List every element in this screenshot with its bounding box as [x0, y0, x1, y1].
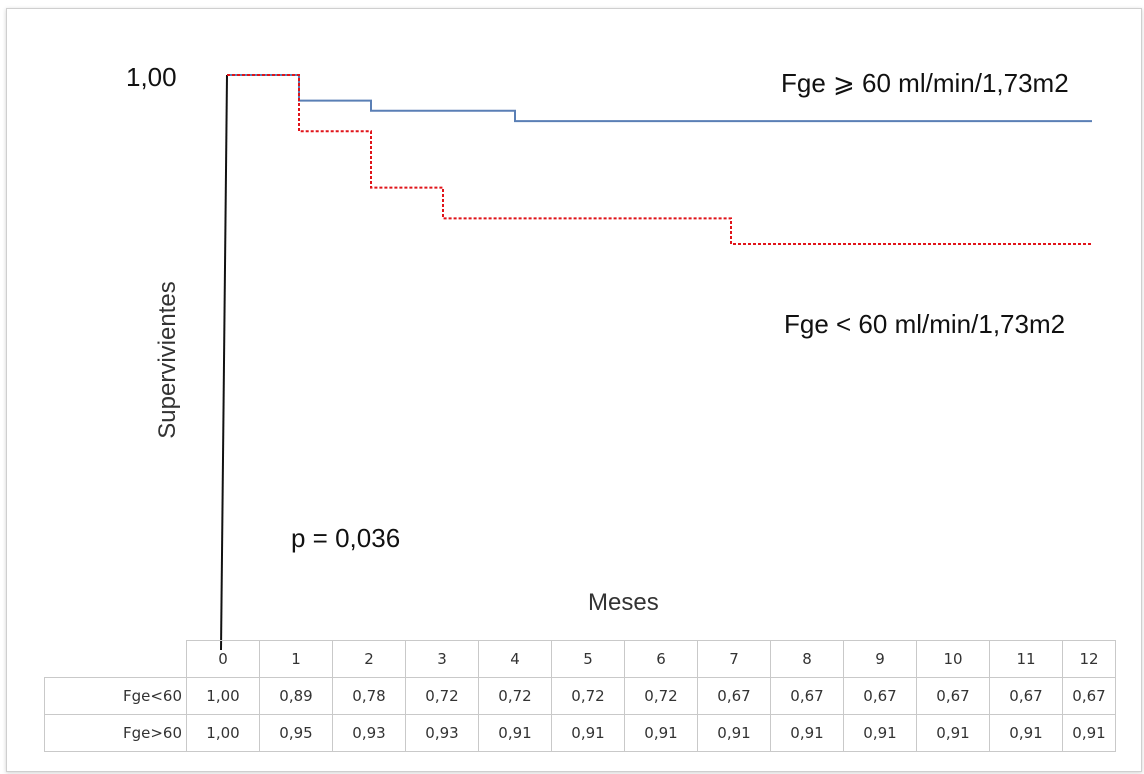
- table-header-row: 0 1 2 3 4 5 6 7 8 9 10 11 12: [45, 640, 1116, 678]
- table-header-cell: 11: [989, 640, 1063, 678]
- table-header-cell: 2: [332, 640, 406, 678]
- table-header-cell: 9: [843, 640, 917, 678]
- table-cell: 0,78: [332, 677, 406, 715]
- table-header-cell: 4: [478, 640, 552, 678]
- table-cell: 0,91: [551, 714, 625, 752]
- table-cell: 0,91: [843, 714, 917, 752]
- series-label-fge-lt-60: Fge < 60 ml/min/1,73m2: [784, 309, 1066, 339]
- table-cell: 0,91: [697, 714, 771, 752]
- table-cell: 0,67: [770, 677, 844, 715]
- table-cell: 0,91: [916, 714, 990, 752]
- table-cell: 0,67: [1062, 677, 1116, 715]
- table-header-cell: 6: [624, 640, 698, 678]
- table-header-cell: 0: [186, 640, 260, 678]
- table-cell: 0,91: [624, 714, 698, 752]
- table-cell: 0,72: [624, 677, 698, 715]
- table-header-cell: 12: [1062, 640, 1116, 678]
- table-header-cell: 1: [259, 640, 333, 678]
- table-cell: 0,91: [478, 714, 552, 752]
- x-axis-label: Meses: [588, 589, 659, 616]
- table-header-cell: 3: [405, 640, 479, 678]
- table-cell: 1,00: [186, 677, 260, 715]
- table-cell: 0,91: [1062, 714, 1116, 752]
- table-cell: 0,91: [989, 714, 1063, 752]
- table-row-label: Fge>60: [44, 714, 187, 752]
- y-tick-label: 1,00: [126, 62, 177, 92]
- series-label-fge-ge-60: Fge ⩾ 60 ml/min/1,73m2: [781, 68, 1069, 98]
- p-value-annotation: p = 0,036: [291, 523, 401, 553]
- series-line-1: [227, 74, 1092, 245]
- table-cell: 0,89: [259, 677, 333, 715]
- table-cell: 1,00: [186, 714, 260, 752]
- table-cell: 0,67: [697, 677, 771, 715]
- series-line-0: [227, 74, 1092, 123]
- table-cell: 0,72: [551, 677, 625, 715]
- table-header-cell: 7: [697, 640, 771, 678]
- table-cell: 0,72: [405, 677, 479, 715]
- y-axis-label: Supervivientes: [154, 281, 181, 439]
- table-corner: [45, 641, 187, 678]
- table-header-cell: 8: [770, 640, 844, 678]
- table-row: Fge>60 1,00 0,95 0,93 0,93 0,91 0,91 0,9…: [44, 714, 1116, 752]
- table-cell: 0,72: [478, 677, 552, 715]
- table-header-cell: 5: [551, 640, 625, 678]
- survival-table: 0 1 2 3 4 5 6 7 8 9 10 11 12 Fge<60 1,00…: [44, 640, 1116, 752]
- table-header-cell: 10: [916, 640, 990, 678]
- table-cell: 0,91: [770, 714, 844, 752]
- table-cell: 0,67: [843, 677, 917, 715]
- table-cell: 0,67: [989, 677, 1063, 715]
- table-cell: 0,93: [405, 714, 479, 752]
- table-row-label: Fge<60: [44, 677, 187, 715]
- table-row: Fge<60 1,00 0,89 0,78 0,72 0,72 0,72 0,7…: [44, 677, 1116, 715]
- y-axis-line: [220, 74, 228, 651]
- table-cell: 0,67: [916, 677, 990, 715]
- table-cell: 0,93: [332, 714, 406, 752]
- table-cell: 0,95: [259, 714, 333, 752]
